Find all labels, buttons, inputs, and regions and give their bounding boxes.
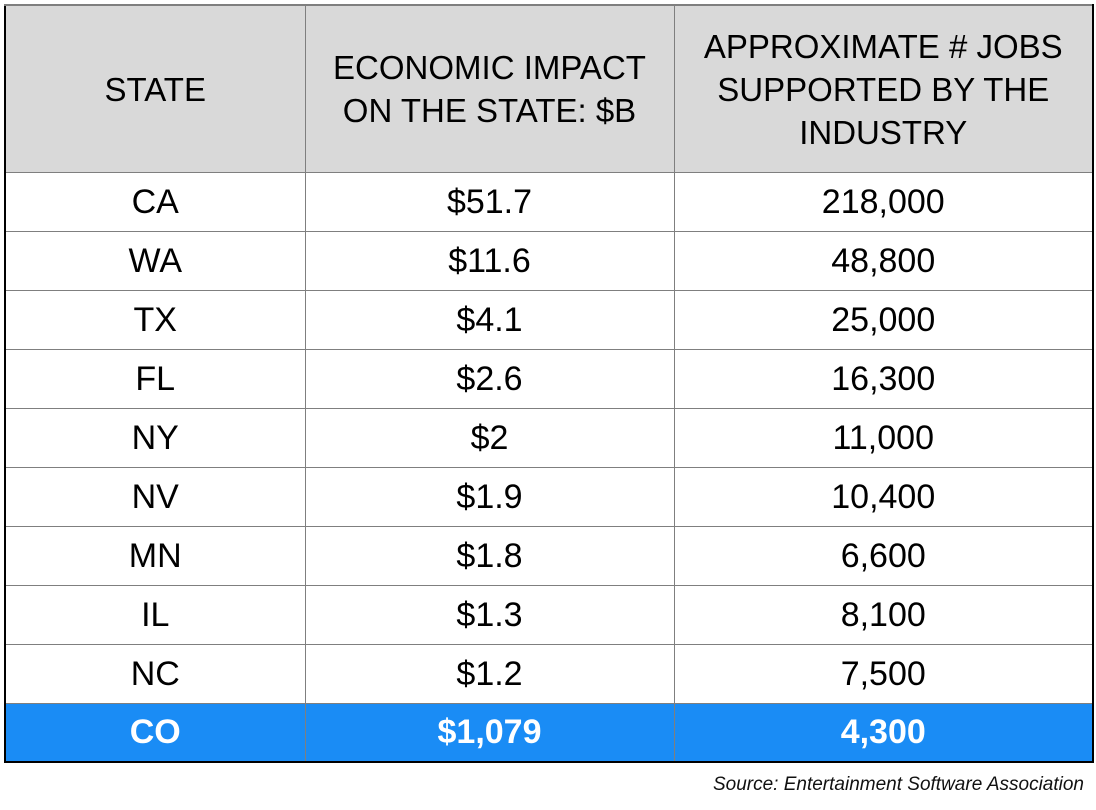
header-state: STATE — [4, 4, 306, 173]
economic-impact-cell: $11.6 — [304, 231, 675, 291]
jobs-cell: 25,000 — [673, 290, 1094, 350]
economic-impact-cell: $2.6 — [304, 349, 675, 409]
state-cell: FL — [4, 349, 306, 409]
jobs-cell: 16,300 — [673, 349, 1094, 409]
jobs-cell: 11,000 — [673, 408, 1094, 468]
economic-impact-cell: $4.1 — [304, 290, 675, 350]
table-row: WA $11.6 48,800 — [4, 231, 1094, 291]
economic-impact-cell: $1.3 — [304, 585, 675, 645]
table-row: FL $2.6 16,300 — [4, 349, 1094, 409]
table-header-row: STATE ECONOMIC IMPACT ON THE STATE: $B A… — [4, 4, 1094, 173]
state-cell: WA — [4, 231, 306, 291]
jobs-cell: 7,500 — [673, 644, 1094, 704]
state-cell: NY — [4, 408, 306, 468]
jobs-cell: 48,800 — [673, 231, 1094, 291]
economic-impact-cell: $1.8 — [304, 526, 675, 586]
state-cell: NC — [4, 644, 306, 704]
jobs-cell: 218,000 — [673, 172, 1094, 232]
source-note: Source: Entertainment Software Associati… — [712, 774, 1084, 795]
state-cell: MN — [4, 526, 306, 586]
jobs-cell: 6,600 — [673, 526, 1094, 586]
table-row: TX $4.1 25,000 — [4, 290, 1094, 350]
economic-impact-cell: $1.9 — [304, 467, 675, 527]
jobs-cell: 8,100 — [673, 585, 1094, 645]
state-cell: TX — [4, 290, 306, 350]
economic-impact-cell: $2 — [304, 408, 675, 468]
table-row-highlighted: CO $1,079 4,300 — [4, 703, 1094, 763]
header-jobs: APPROXIMATE # JOBS SUPPORTED BY THE INDU… — [673, 4, 1094, 173]
header-economic-impact: ECONOMIC IMPACT ON THE STATE: $B — [304, 4, 675, 173]
jobs-cell: 10,400 — [673, 467, 1094, 527]
table-row: NC $1.2 7,500 — [4, 644, 1094, 704]
state-cell: CO — [4, 703, 306, 763]
table-row: IL $1.3 8,100 — [4, 585, 1094, 645]
table-row: NY $2 11,000 — [4, 408, 1094, 468]
state-cell: IL — [4, 585, 306, 645]
jobs-cell: 4,300 — [673, 703, 1094, 763]
table-body: CA $51.7 218,000 WA $11.6 48,800 TX $4.1 25,000 F… — [4, 172, 1094, 763]
economic-impact-table: STATE ECONOMIC IMPACT ON THE STATE: $B A… — [4, 4, 1094, 763]
economic-impact-cell: $1.2 — [304, 644, 675, 704]
economic-impact-cell: $1,079 — [304, 703, 675, 763]
state-cell: CA — [4, 172, 306, 232]
table-row: NV $1.9 10,400 — [4, 467, 1094, 527]
economic-impact-cell: $51.7 — [304, 172, 675, 232]
data-table-container: STATE ECONOMIC IMPACT ON THE STATE: $B A… — [4, 4, 1094, 763]
table-row: MN $1.8 6,600 — [4, 526, 1094, 586]
table-row: CA $51.7 218,000 — [4, 172, 1094, 232]
state-cell: NV — [4, 467, 306, 527]
